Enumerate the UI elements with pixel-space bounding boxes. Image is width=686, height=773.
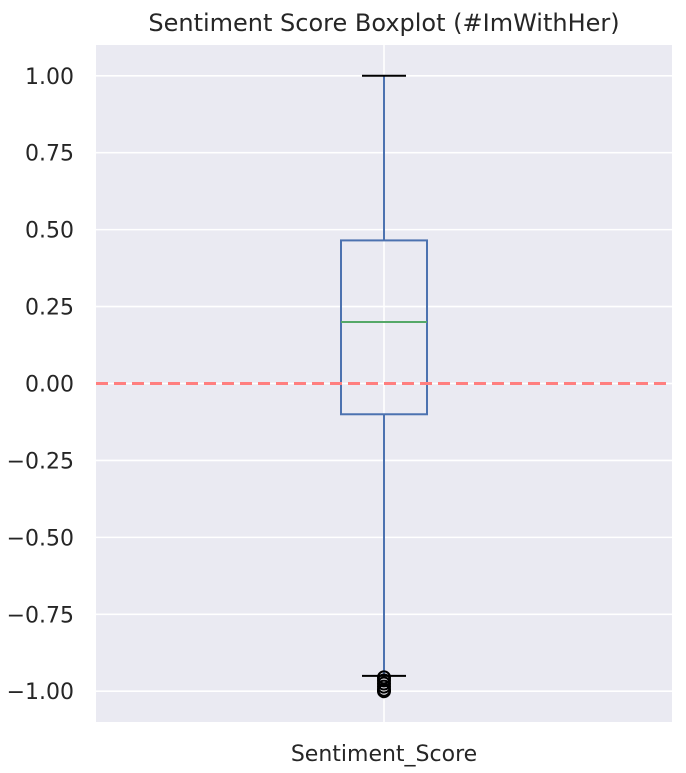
y-tick-label: −0.75 <box>7 603 74 628</box>
x-category-label: Sentiment_Score <box>291 742 477 767</box>
y-tick-label: −1.00 <box>7 680 74 705</box>
y-tick-label: −0.25 <box>7 449 74 474</box>
y-tick-label: 0.50 <box>25 219 74 244</box>
y-tick-label: 0.75 <box>25 142 74 167</box>
x-axis: Sentiment_Score <box>291 742 477 767</box>
boxplot-group <box>340 74 428 699</box>
y-tick-label: −0.50 <box>7 526 74 551</box>
y-axis: 1.00 0.75 0.50 0.25 0.00 −0.25 −0.50 −0.75 −1.00 <box>7 65 74 705</box>
box-iqr <box>340 239 428 416</box>
y-tick-label: 0.00 <box>25 373 74 398</box>
chart-title: Sentiment Score Boxplot (#ImWithHer) <box>148 9 619 37</box>
y-tick-label: 0.25 <box>25 296 74 321</box>
outlier-point <box>377 684 391 699</box>
y-tick-label: 1.00 <box>25 65 74 90</box>
